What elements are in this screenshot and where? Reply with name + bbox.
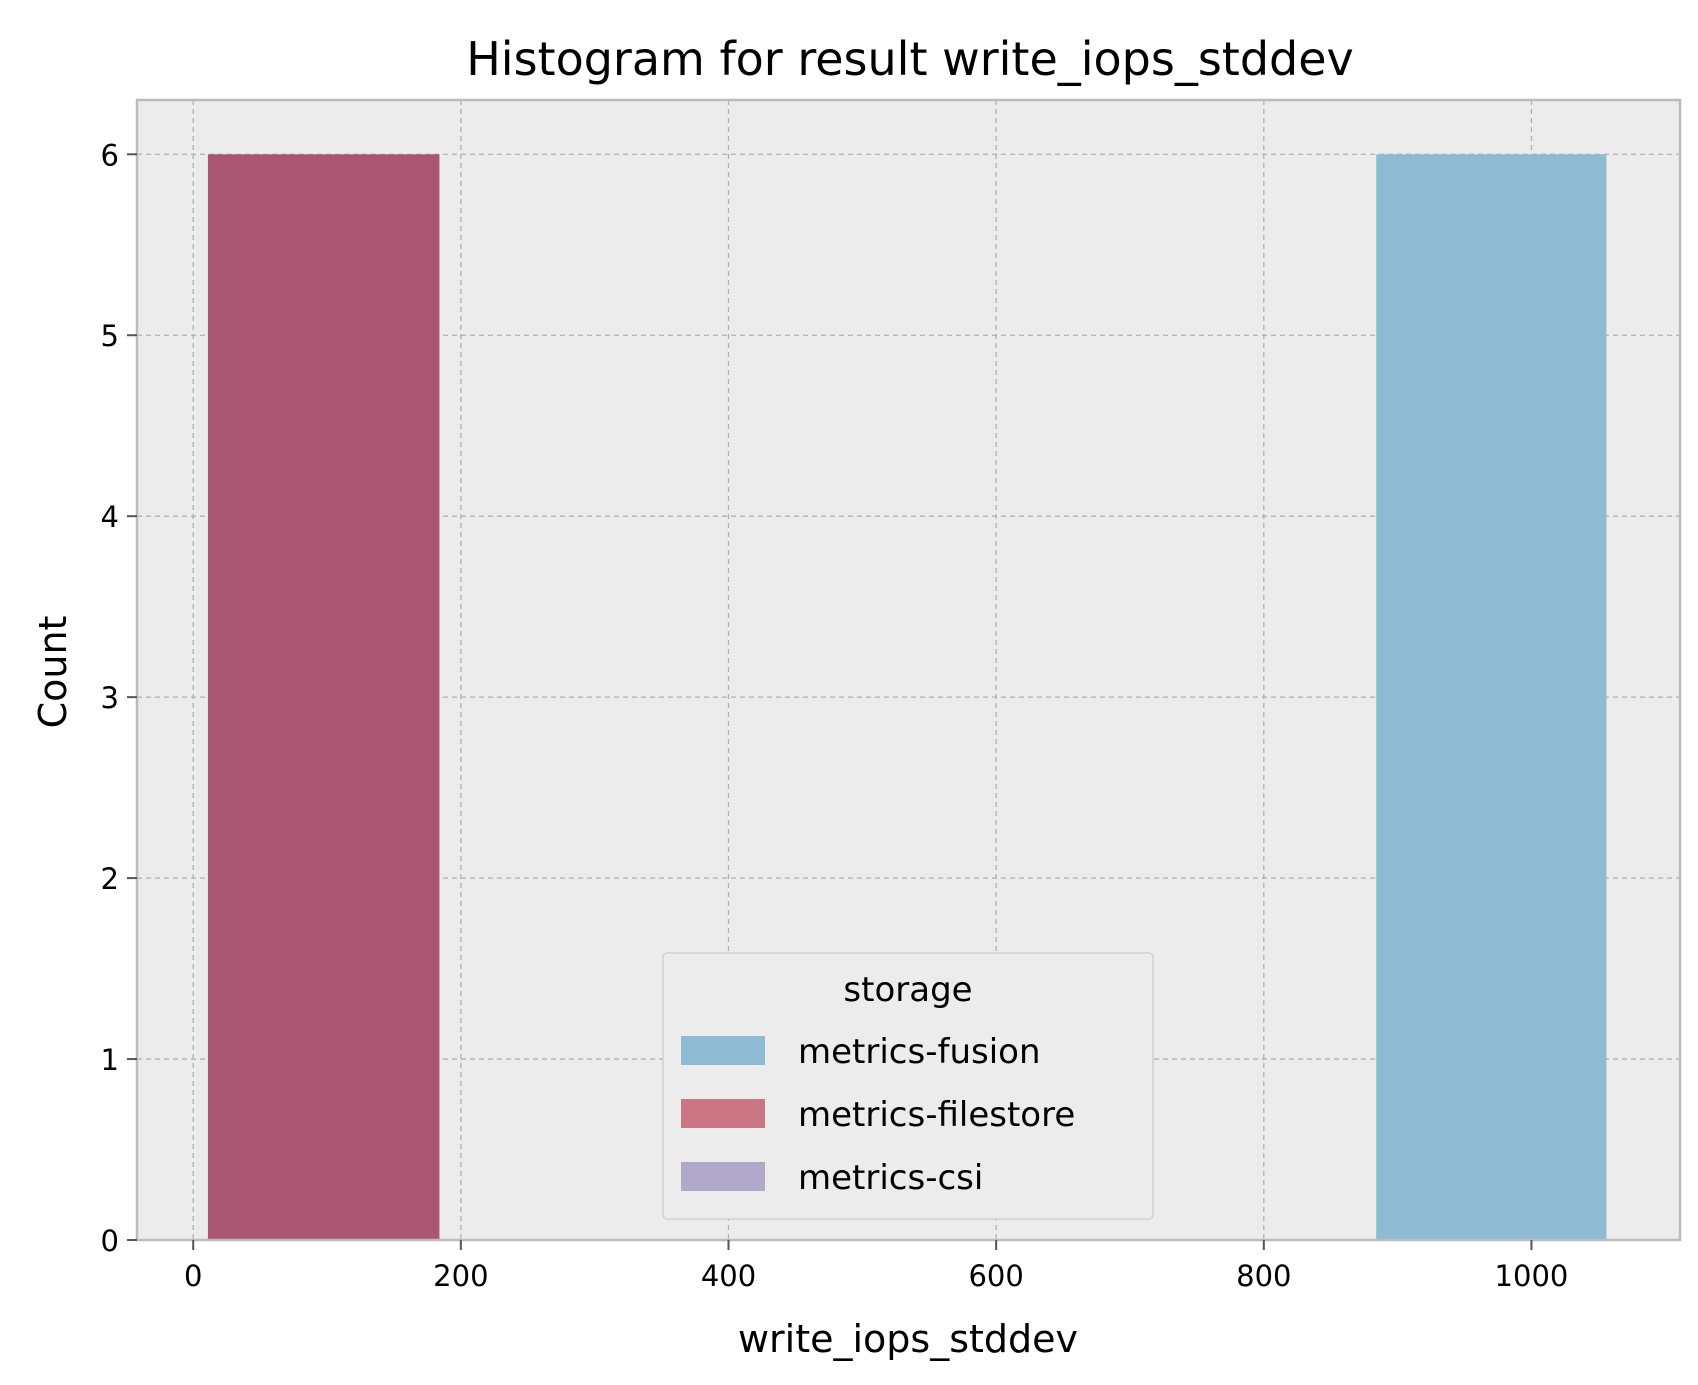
histogram-bars <box>207 154 1607 1240</box>
y-tick-label: 6 <box>101 138 119 172</box>
legend: storage metrics-fusionmetrics-filestorem… <box>662 952 1154 1220</box>
x-axis-ticks: 0 200 400 600 800 1000 <box>184 1240 1568 1293</box>
x-axis-label: write_iops_stddev <box>738 1317 1078 1361</box>
legend-swatch <box>681 1099 765 1128</box>
histogram-bar-metrics-filestore <box>207 154 440 1240</box>
chart-title: Histogram for result write_iops_stddev <box>466 32 1354 86</box>
legend-title: storage <box>843 970 972 1010</box>
legend-entries: metrics-fusion metrics-filestore metrics-c… <box>681 1032 1075 1198</box>
legend-swatch <box>681 1162 765 1191</box>
x-tick-label: 0 <box>184 1259 202 1293</box>
y-tick-label: 3 <box>101 681 119 715</box>
x-tick-label: 400 <box>701 1259 756 1293</box>
y-tick-label: 2 <box>101 862 119 896</box>
plot-border <box>135 98 1682 1242</box>
x-tick-label: 800 <box>1236 1259 1291 1293</box>
y-tick-label: 5 <box>101 319 119 353</box>
x-tick-label: 600 <box>968 1259 1023 1293</box>
legend-label: metrics-csi <box>798 1158 983 1198</box>
y-axis-label: Count <box>31 616 75 729</box>
y-tick-label: 1 <box>101 1043 119 1077</box>
histogram-bar-metrics-fusion <box>1376 154 1607 1240</box>
x-tick-label: 200 <box>433 1259 488 1293</box>
y-tick-label: 0 <box>101 1224 119 1258</box>
legend-label: metrics-filestore <box>798 1095 1075 1135</box>
legend-frame <box>662 952 1154 1220</box>
legend-swatch <box>681 1036 765 1065</box>
y-axis-ticks: 0 1 2 3 4 5 6 <box>101 138 137 1258</box>
y-tick-label: 4 <box>101 500 119 534</box>
x-tick-label: 1000 <box>1495 1259 1569 1293</box>
axis-spines <box>135 98 1682 1242</box>
legend-label: metrics-fusion <box>798 1032 1041 1072</box>
